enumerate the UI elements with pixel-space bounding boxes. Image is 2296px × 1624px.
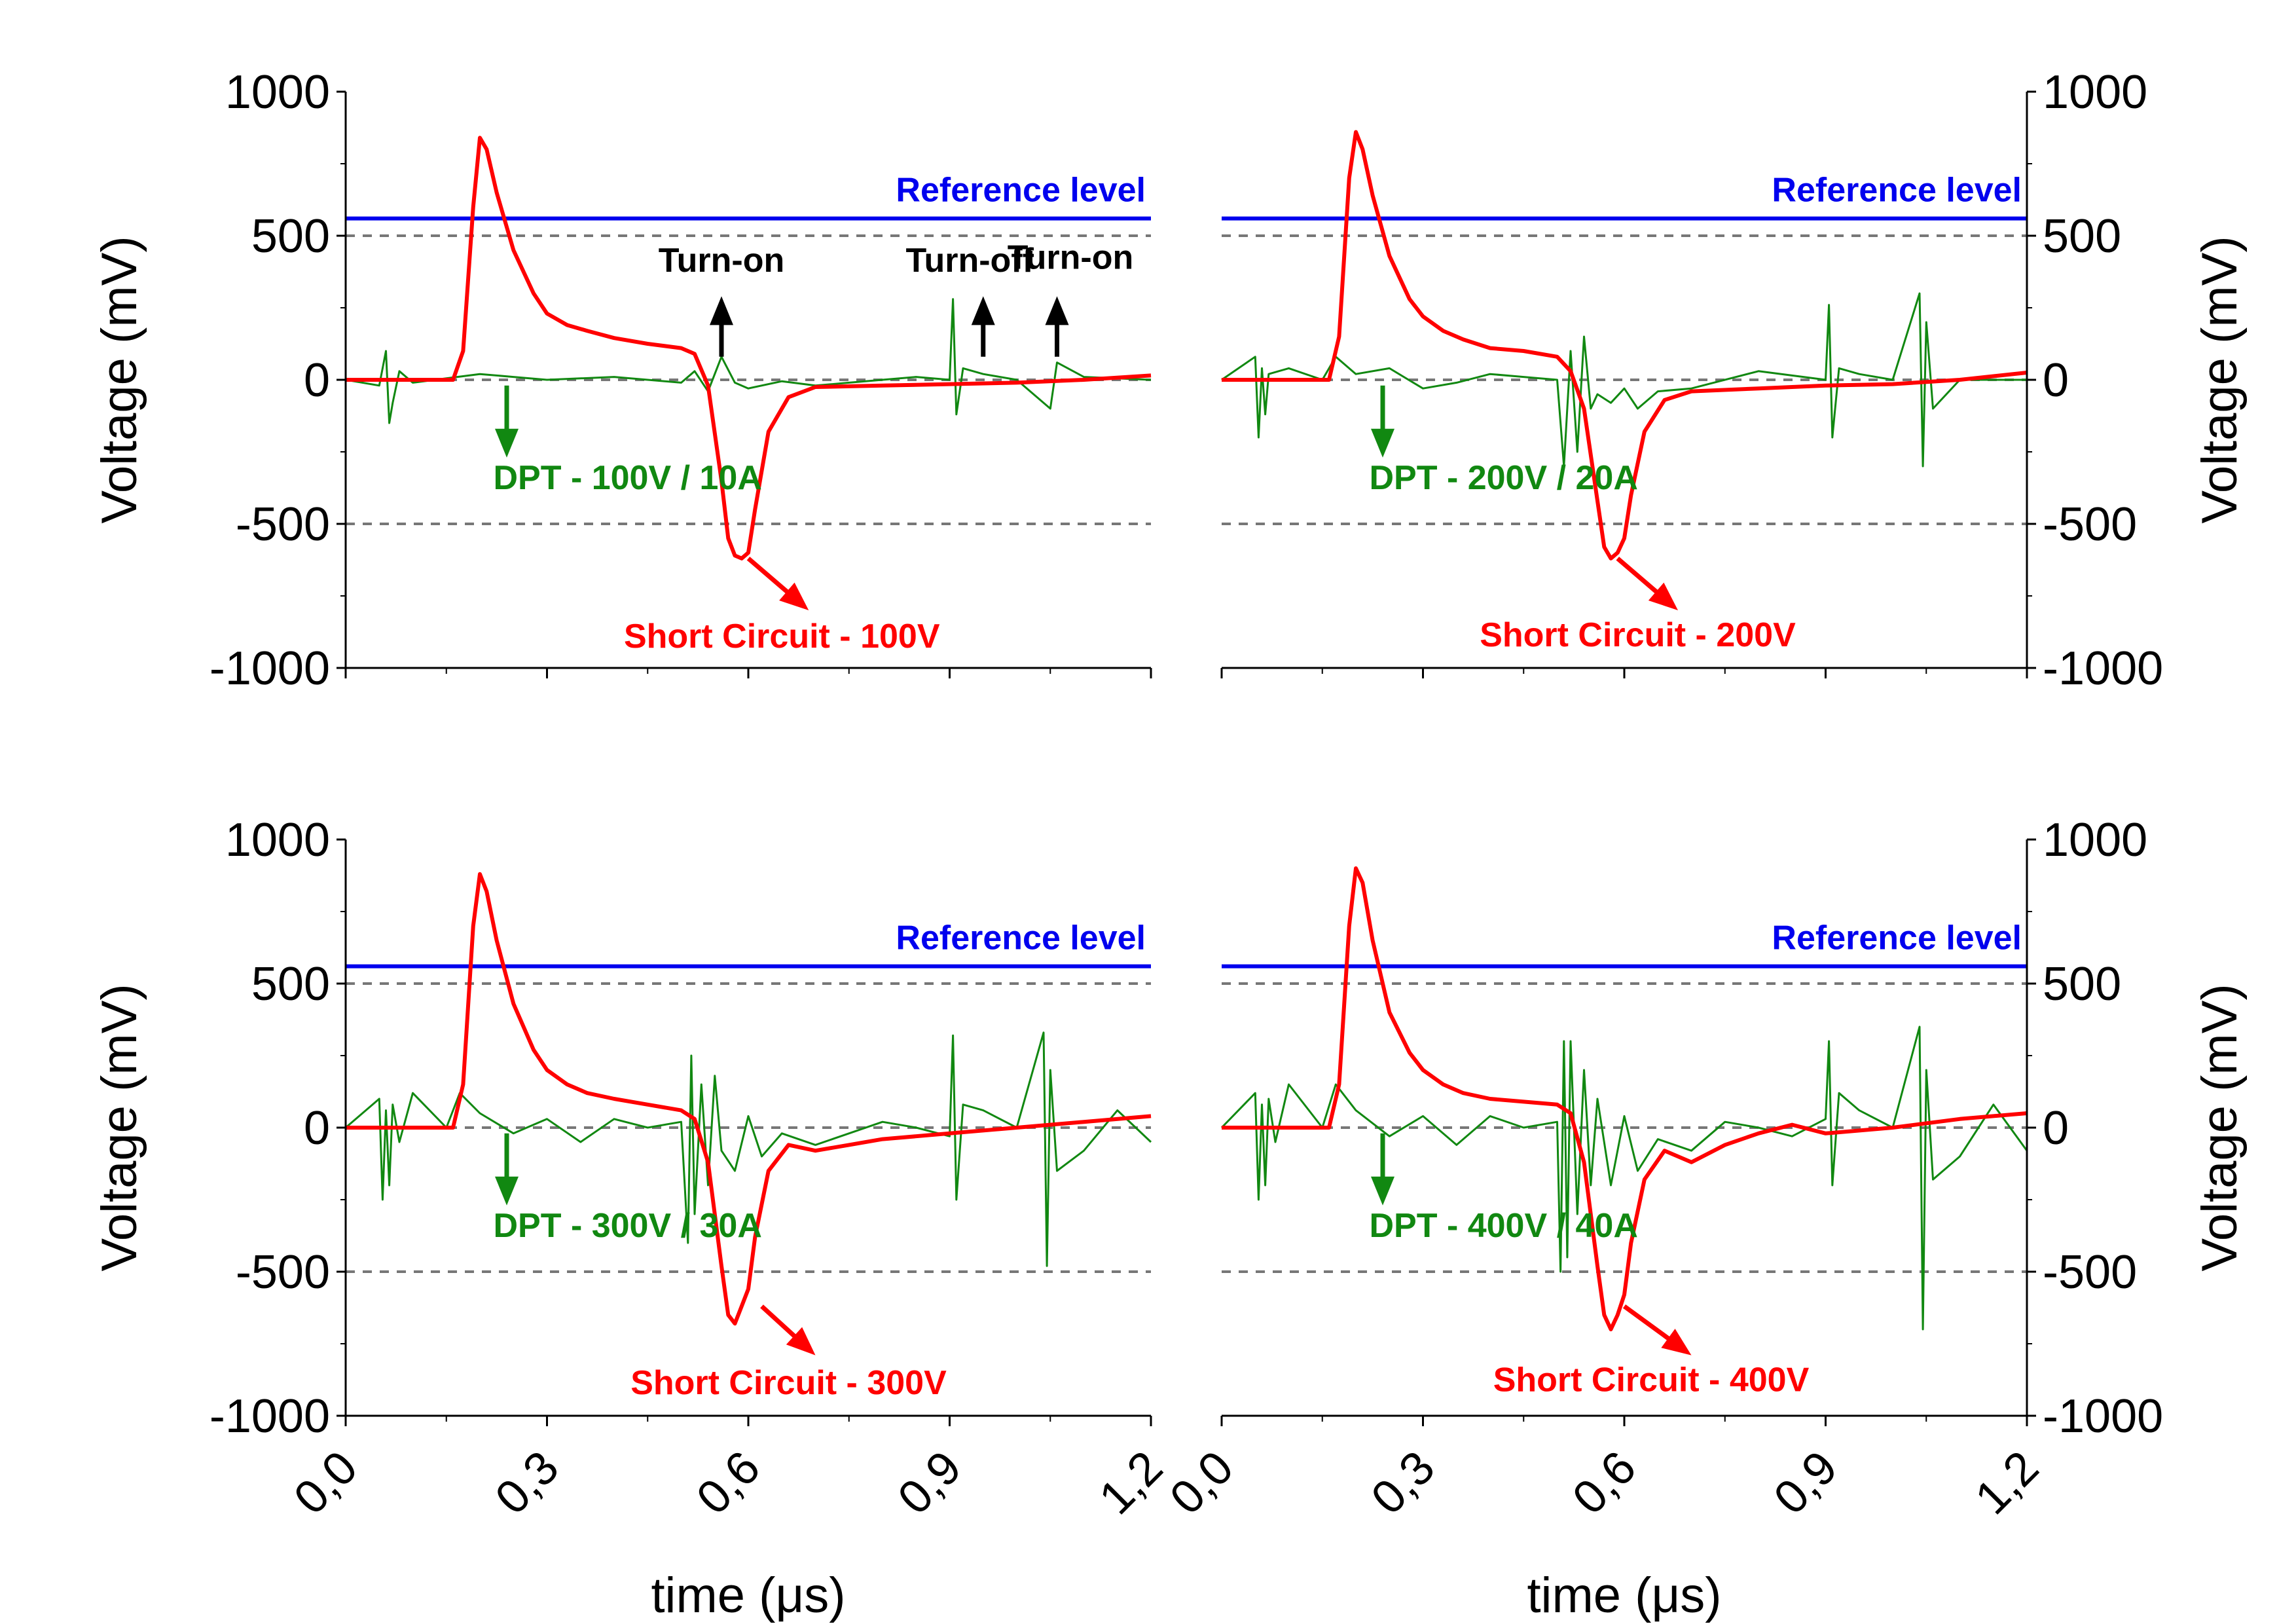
annotation-label: DPT - 400V / 40A: [1370, 1207, 1638, 1245]
annotation-arrow-head: [710, 296, 733, 325]
short-circuit-trace: [346, 136, 1152, 561]
dpt-trace: [1221, 292, 2027, 468]
y-tick-label: 500: [2043, 210, 2121, 263]
reference-level-label: Reference level: [1772, 919, 2022, 957]
short-circuit-trace: [346, 872, 1152, 1326]
y-axis-title: Voltage (mV): [92, 236, 147, 523]
y-tick-label: -500: [236, 1246, 330, 1299]
annotation-arrow-shaft: [1622, 1304, 1677, 1346]
y-tick-label: 500: [251, 958, 330, 1010]
annotation-label: Short Circuit - 400V: [1493, 1361, 1810, 1399]
annotation-label: Turn-on: [1008, 239, 1134, 277]
y-axis-title: Voltage (mV): [2192, 984, 2248, 1271]
annotation-label: Short Circuit - 300V: [630, 1364, 947, 1402]
annotation-label: Turn-on: [659, 242, 785, 280]
y-tick-label: 0: [2043, 354, 2069, 407]
y-tick-label: 500: [2043, 958, 2121, 1010]
y-axis-title: Voltage (mV): [92, 984, 147, 1271]
y-tick-label: 1000: [2043, 814, 2147, 866]
annotation-arrow-head: [786, 1327, 816, 1356]
annotation-arrow-head: [495, 1176, 519, 1206]
annotation-arrow-head: [779, 582, 809, 610]
y-tick-label: 1000: [225, 66, 330, 119]
y-tick-label: 0: [304, 354, 330, 407]
reference-level-label: Reference level: [896, 172, 1146, 210]
annotation-label: Short Circuit - 100V: [624, 618, 940, 655]
annotation-arrow-head: [1661, 1329, 1692, 1356]
annotation-arrow-shaft: [746, 557, 795, 600]
x-axis-title: time (μs): [651, 1568, 845, 1623]
annotation-arrow-head: [1648, 582, 1678, 610]
annotation-arrow-head: [495, 428, 519, 458]
y-tick-label: -1000: [210, 1390, 330, 1443]
y-tick-label: -1000: [210, 642, 330, 695]
y-tick-label: -500: [2043, 1246, 2137, 1299]
dpt-trace: [345, 1031, 1152, 1267]
y-tick-label: -1000: [2043, 642, 2163, 695]
annotation-arrow-head: [1371, 428, 1394, 458]
short-circuit-trace: [1222, 866, 2028, 1331]
panel-1: Reference level 1000 500 0 -500 -1000 Voltage …: [92, 66, 1152, 695]
annotation-arrow-head: [1045, 296, 1069, 325]
annotation-label: Turn-off: [906, 242, 1034, 280]
y-tick-label: 0: [304, 1102, 330, 1154]
y-tick-label: 1000: [2043, 66, 2147, 119]
annotation-arrow-head: [1371, 1176, 1394, 1206]
short-circuit-trace: [1222, 130, 2028, 561]
panel-2: Reference level 1000 500 0 -500 -1000 Voltage …: [1220, 66, 2248, 695]
y-tick-label: 1000: [225, 814, 330, 866]
annotation-label: DPT - 300V / 30A: [494, 1207, 762, 1245]
annotation-label: DPT - 200V / 20A: [1370, 459, 1638, 497]
annotation-label: DPT - 100V / 10A: [494, 459, 762, 497]
annotation-label: Short Circuit - 200V: [1480, 616, 1796, 654]
y-tick-label: -1000: [2043, 1390, 2163, 1443]
y-tick-label: 500: [251, 210, 330, 263]
y-tick-label: 0: [2043, 1102, 2069, 1154]
y-tick-label: -500: [236, 498, 330, 551]
annotation-arrow-head: [971, 296, 995, 325]
y-tick-label: -500: [2043, 498, 2137, 551]
annotation-arrow-shaft: [1616, 557, 1665, 600]
y-axis-title: Voltage (mV): [2192, 236, 2248, 523]
dpt-trace: [1220, 1025, 2028, 1331]
reference-level-label: Reference level: [1772, 172, 2022, 210]
x-axis-title: time (μs): [1527, 1568, 1721, 1623]
reference-level-label: Reference level: [896, 919, 1146, 957]
